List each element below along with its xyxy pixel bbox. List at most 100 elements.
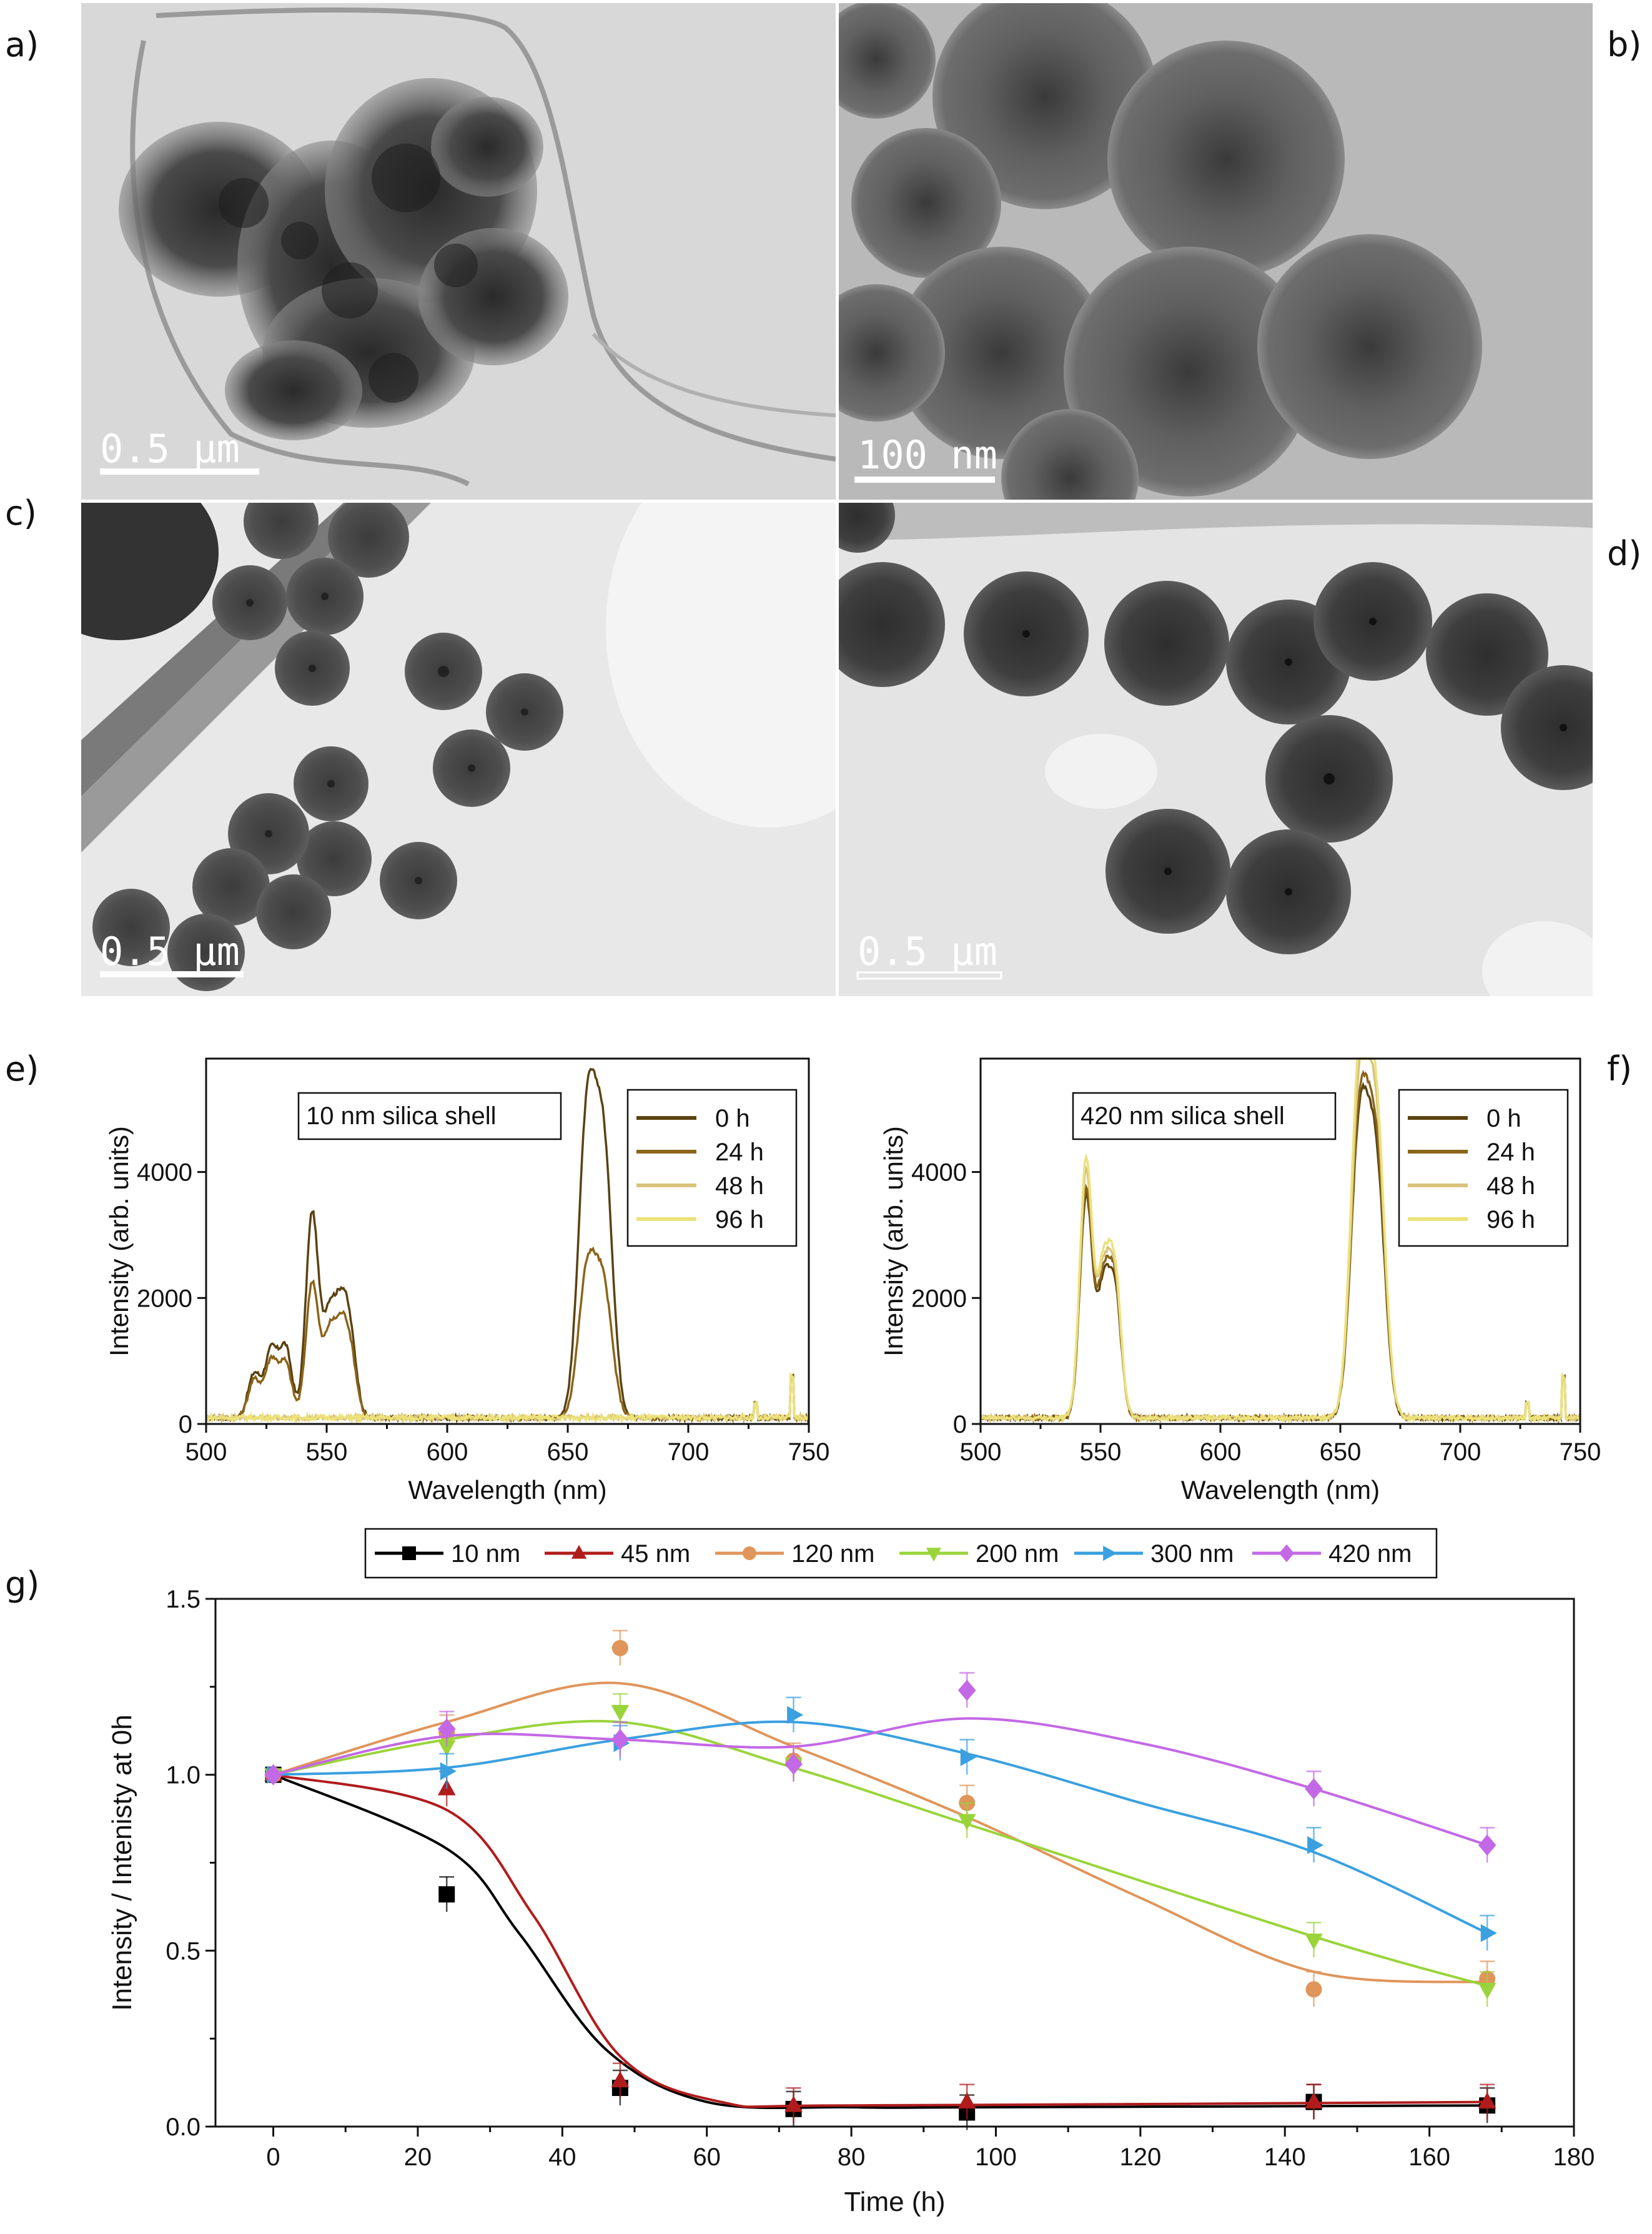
- x-tick-label: 100: [975, 2143, 1017, 2171]
- y-tick-label: 2000: [137, 1285, 192, 1312]
- x-tick-label: 40: [548, 2143, 576, 2171]
- series-line-96h: [205, 1372, 810, 1425]
- data-point: [611, 1704, 630, 1721]
- decay-chart-g: 0 20 40 60 80 100 120 140 160 180 0.0 0.5 1.0 1.5 Time…: [107, 1528, 1595, 2217]
- y-tick-label: 0: [179, 1411, 192, 1438]
- y-tick-label: 2000: [911, 1285, 967, 1312]
- panel-label-c: c): [5, 493, 37, 533]
- scale-bar-b: 100 nm: [858, 432, 997, 478]
- data-point: [787, 1706, 804, 1724]
- data-point: [957, 1814, 976, 1831]
- legend-label: 10 nm: [451, 1540, 520, 1568]
- x-tick-label: 650: [1320, 1438, 1362, 1466]
- panel-label-b: b): [1607, 25, 1642, 64]
- data-point: [784, 1753, 803, 1775]
- legend-label: 48 h: [1486, 1172, 1535, 1200]
- fit-curve-420nm: [273, 1717, 1488, 1847]
- data-point: [437, 1718, 456, 1740]
- legend-label: 120 nm: [791, 1540, 874, 1568]
- data-point: [611, 2071, 630, 2088]
- x-tick-label: 120: [1119, 2143, 1161, 2171]
- data-point: [440, 1762, 457, 1781]
- panel-label-g: g): [5, 1564, 40, 1604]
- annotation-box: [1072, 1092, 1337, 1140]
- y-tick-label: 0.5: [166, 1937, 200, 1965]
- x-tick-label: 20: [404, 2143, 432, 2171]
- legend-box: [626, 1089, 798, 1247]
- panel-label-d: d): [1607, 534, 1642, 573]
- data-point: [1103, 1545, 1117, 1561]
- legend-label: 96 h: [1486, 1206, 1535, 1233]
- annotation-text: 10 nm silica shell: [306, 1102, 497, 1130]
- tem-image-b: 100 nm: [839, 3, 1593, 500]
- spectrum-chart-e: 500 550 600 650 700 750 0 2000 4000 Wavelength (n…: [104, 1057, 830, 1505]
- legend-label: 24 h: [715, 1139, 764, 1166]
- legend-label: 300 nm: [1150, 1540, 1234, 1568]
- x-tick-label: 700: [1440, 1438, 1481, 1466]
- y-tick-label: 1.0: [166, 1762, 200, 1789]
- legend-label: 96 h: [715, 1206, 764, 1233]
- data-point: [1305, 1981, 1322, 1998]
- x-tick-label: 180: [1553, 2143, 1595, 2171]
- data-point: [1305, 1934, 1323, 1950]
- fit-curve-45nm: [273, 1773, 1488, 2108]
- data-point: [264, 1764, 282, 1786]
- y-tick-label: 4000: [911, 1159, 967, 1187]
- panel-label-f: f): [1607, 1049, 1633, 1089]
- fit-curve-120nm: [272, 1681, 1488, 1984]
- data-point: [571, 1545, 587, 1559]
- data-point: [743, 1546, 756, 1560]
- fit-curve-10nm: [272, 1773, 1488, 2110]
- data-point: [1478, 1982, 1496, 1999]
- data-point: [1478, 2092, 1496, 2108]
- data-point: [784, 2095, 803, 2112]
- x-tick-label: 750: [1560, 1438, 1601, 1466]
- legend-label: 0 h: [715, 1105, 750, 1132]
- legend-label: 420 nm: [1328, 1540, 1412, 1568]
- x-tick-label: 500: [185, 1438, 227, 1466]
- legend-label: 24 h: [1486, 1139, 1535, 1166]
- x-tick-label: 80: [838, 2143, 866, 2171]
- series-line-24h: [205, 1246, 810, 1424]
- data-point: [957, 1679, 976, 1701]
- panel-label-a: a): [5, 25, 39, 64]
- x-tick-label: 550: [1080, 1438, 1122, 1466]
- y-tick-label: 0.0: [166, 2113, 200, 2141]
- y-axis-label: Intensity / Intenisty at 0h: [107, 1714, 137, 2010]
- scale-bar-d: 0.5 μm: [858, 929, 997, 974]
- data-point: [438, 1886, 455, 1903]
- series-line-96h: [979, 1057, 1581, 1424]
- plot-frame: [214, 1598, 1575, 2128]
- y-axis-label: Intensity (arb. units): [104, 1126, 134, 1357]
- data-point: [1305, 2092, 1323, 2108]
- data-point: [611, 1729, 630, 1751]
- data-point: [437, 1740, 456, 1757]
- tem-image-a: 0.5 μm: [81, 3, 836, 500]
- x-tick-label: 0: [266, 2143, 280, 2171]
- x-tick-label: 750: [788, 1438, 830, 1466]
- x-tick-label: 60: [693, 2143, 721, 2171]
- tem-image-c: 0.5 μm: [81, 503, 836, 996]
- x-tick-label: 700: [668, 1438, 710, 1466]
- scale-bar-a: 0.5 μm: [100, 426, 240, 472]
- data-point: [957, 2092, 976, 2108]
- x-axis-label: Wavelength (nm): [1181, 1475, 1380, 1505]
- legend-label: 48 h: [715, 1172, 764, 1200]
- spectrum-chart-f: 500 550 600 650 700 750 0 2000 4000 Wavelength (n…: [879, 1057, 1601, 1505]
- x-tick-label: 600: [427, 1438, 468, 1466]
- y-axis-label: Intensity (arb. units): [879, 1126, 908, 1357]
- data-point: [926, 1548, 942, 1562]
- data-point: [402, 1546, 416, 1560]
- x-tick-label: 600: [1200, 1438, 1242, 1466]
- data-point: [1279, 1544, 1295, 1563]
- x-tick-label: 550: [306, 1438, 348, 1466]
- legend-label: 45 nm: [621, 1540, 690, 1568]
- x-tick-label: 650: [547, 1438, 589, 1466]
- x-axis-label: Wavelength (nm): [408, 1475, 606, 1505]
- annotation-text: 420 nm silica shell: [1081, 1102, 1285, 1130]
- fit-curve-300nm: [273, 1720, 1488, 1935]
- annotation-box: [297, 1092, 562, 1140]
- data-point: [1305, 1778, 1323, 1800]
- data-point: [960, 1748, 977, 1766]
